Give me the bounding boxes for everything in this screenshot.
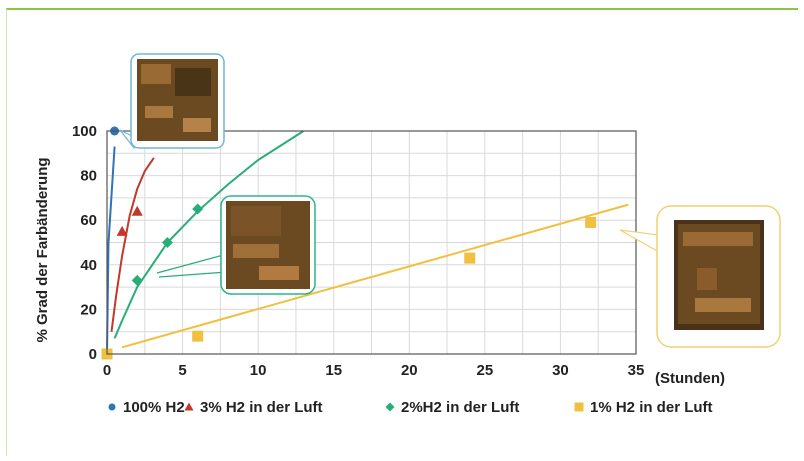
data-point — [585, 216, 597, 228]
x-tick-label: 20 — [401, 362, 418, 379]
y-tick-label: 80 — [80, 168, 97, 185]
fit-line — [121, 203, 629, 349]
y-axis-title: % Grad der Farbänderung — [34, 157, 51, 342]
figure-frame: 0 5 10 15 20 25 30 35 0 20 40 60 80 100 — [6, 8, 798, 456]
legend-label: 3% H2 in der Luft — [200, 399, 323, 416]
legend-item: 1% H2 in der Luft — [574, 399, 713, 416]
data-point — [184, 402, 194, 411]
legend: 100% H2 3% H2 in der Luft 2%H2 in der Luft… — [108, 399, 713, 416]
x-tick-label: 30 — [552, 362, 569, 379]
data-point — [192, 203, 204, 215]
y-tick-label: 0 — [89, 346, 97, 363]
fit-lines — [106, 130, 629, 355]
plot-area-border — [106, 130, 637, 355]
fit-line — [110, 157, 155, 332]
inset-100-percent — [119, 53, 225, 150]
y-tick-label: 60 — [80, 212, 97, 229]
legend-label: 1% H2 in der Luft — [590, 399, 713, 416]
y-tick-label: 100 — [72, 123, 97, 140]
legend-item: 100% H2 — [108, 399, 185, 416]
grid — [107, 131, 636, 354]
chart: 0 5 10 15 20 25 30 35 0 20 40 60 80 100 — [34, 53, 781, 416]
x-tick-label: 10 — [250, 362, 267, 379]
data-point — [131, 274, 143, 286]
x-tick-label: 15 — [325, 362, 342, 379]
x-tick-label: 0 — [103, 362, 111, 379]
y-tick-label: 40 — [80, 257, 97, 274]
x-axis-title: (Stunden) — [655, 370, 725, 387]
inset-2-percent — [156, 195, 316, 295]
data-point — [192, 330, 204, 342]
data-point — [116, 225, 128, 236]
data-point — [464, 252, 476, 264]
data-point — [574, 402, 584, 412]
inset-photos — [119, 53, 781, 348]
legend-label: 2%H2 in der Luft — [401, 399, 519, 416]
x-tick-label: 5 — [178, 362, 186, 379]
data-point — [131, 205, 143, 216]
tick-labels: 0 5 10 15 20 25 30 35 0 20 40 60 80 100 — [72, 123, 644, 379]
data-point — [385, 402, 395, 412]
y-tick-label: 20 — [80, 301, 97, 318]
x-tick-label: 25 — [477, 362, 494, 379]
x-tick-label: 35 — [628, 362, 645, 379]
legend-item: 3% H2 in der Luft — [184, 399, 323, 416]
inset-1-percent — [619, 205, 781, 348]
fit-line — [113, 130, 305, 339]
legend-label: 100% H2 — [123, 399, 185, 416]
data-point — [108, 403, 116, 411]
legend-item: 2%H2 in der Luft — [385, 399, 519, 416]
data-point — [161, 237, 173, 248]
